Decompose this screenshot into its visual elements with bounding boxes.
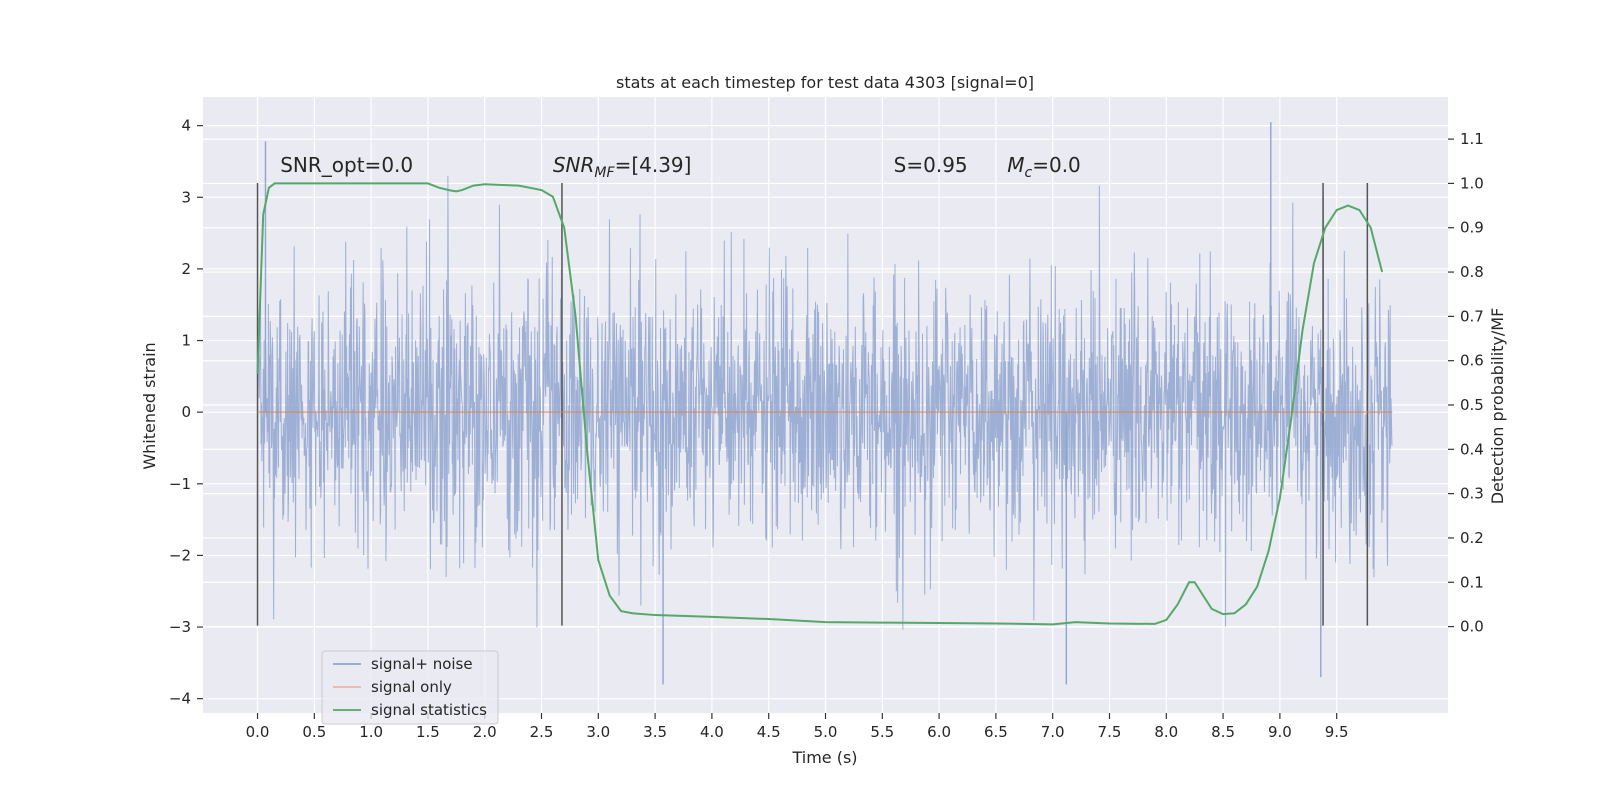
vertical-markers: [256, 182, 1369, 626]
y-right-tick-label: 0.1: [1460, 573, 1484, 591]
y-right-tick-label: 0.5: [1460, 396, 1484, 414]
annotation-main: M: [1007, 153, 1024, 177]
y-left-tick-label: 4: [181, 117, 191, 135]
x-tick-label: 3.5: [643, 723, 667, 741]
annotation-value: =0.0: [1032, 153, 1081, 177]
x-tick-label: 0.0: [246, 723, 270, 741]
signal-statistics-line: [256, 182, 1384, 626]
y-left-tick-label: −1: [169, 475, 191, 493]
y-left-tick-label: 2: [181, 260, 191, 278]
y-right-tick-label: 1.0: [1460, 174, 1484, 192]
y-left-tick-label: 3: [181, 188, 191, 206]
annotation-subscript: c: [1025, 165, 1033, 181]
y-axis-left-ticks: −4 −3 −2 −1 0 1 2 3 4: [169, 117, 203, 708]
y-left-tick-label: −3: [169, 618, 191, 636]
x-tick-label: 2.5: [530, 723, 554, 741]
annotation-text: Mc=0.0: [1007, 153, 1081, 181]
x-tick-label: 8.5: [1211, 723, 1235, 741]
x-tick-label: 7.0: [1041, 723, 1065, 741]
annotation-value: =[4.39]: [615, 153, 692, 177]
annotation-text: S=0.95: [894, 153, 968, 177]
y-right-tick-label: 0.3: [1460, 485, 1484, 503]
signal-plus-noise-series: [257, 122, 1393, 685]
y-right-tick-label: 0.2: [1460, 529, 1484, 547]
x-tick-label: 5.0: [814, 723, 838, 741]
y-right-tick-label: 1.1: [1460, 130, 1484, 148]
x-tick-label: 9.5: [1325, 723, 1349, 741]
annotation-text: SNR_opt=0.0: [280, 153, 413, 177]
y-right-tick-label: 0.6: [1460, 352, 1484, 370]
annotation-main: SNR: [553, 153, 595, 177]
x-tick-label: 1.5: [416, 723, 440, 741]
legend: signal+ noise signal only signal statist…: [321, 650, 499, 725]
x-tick-label: 6.5: [984, 723, 1008, 741]
y-right-tick-label: 0.7: [1460, 307, 1484, 325]
y-axis-right-ticks: 0.0 0.1 0.2 0.3 0.4 0.5 0.6 0.7 0.8 0.9 1.0 1.1: [1448, 130, 1484, 636]
y-right-tick-label: 0.4: [1460, 440, 1484, 458]
y-left-tick-label: 0: [181, 403, 191, 421]
x-tick-label: 4.0: [700, 723, 724, 741]
x-tick-label: 6.0: [927, 723, 951, 741]
signal-statistics-series: [256, 182, 1384, 626]
x-tick-label: 2.0: [473, 723, 497, 741]
annotation-subscript: MF: [594, 165, 615, 181]
legend-label-signal-plus-noise: signal+ noise: [371, 655, 473, 673]
x-tick-label: 9.0: [1268, 723, 1292, 741]
x-tick-label: 0.5: [302, 723, 326, 741]
x-tick-label: 8.0: [1154, 723, 1178, 741]
legend-label-signal-only: signal only: [371, 678, 452, 696]
annotations: SNR_opt=0.0 SNRMF=[4.39] S=0.95 Mc=0.0: [280, 153, 1081, 181]
x-axis-label: Time (s): [791, 748, 857, 767]
legend-box: [321, 650, 499, 725]
x-tick-label: 1.0: [359, 723, 383, 741]
chart-title: stats at each timestep for test data 430…: [616, 73, 1034, 92]
x-axis-ticks: 0.0 0.5 1.0 1.5 2.0 2.5 3.0 3.5 4.0 4.5 5.0 5.5 6.0 6…: [246, 713, 1349, 741]
y-axis-right-label: Detection probability/MF: [1488, 308, 1507, 505]
x-tick-label: 3.0: [586, 723, 610, 741]
y-right-tick-label: 0.8: [1460, 263, 1484, 281]
x-tick-label: 5.5: [870, 723, 894, 741]
signal-plus-noise-line: [257, 175, 1393, 630]
y-left-tick-label: −2: [169, 546, 191, 564]
legend-label-signal-statistics: signal statistics: [371, 701, 487, 719]
y-right-tick-label: 0.0: [1460, 618, 1484, 636]
y-left-tick-label: 1: [181, 332, 191, 350]
y-left-tick-label: −4: [169, 690, 191, 708]
y-right-tick-label: 0.9: [1460, 219, 1484, 237]
annotation-text: SNRMF=[4.39]: [553, 153, 692, 181]
x-tick-label: 7.5: [1098, 723, 1122, 741]
y-axis-left-label: Whitened strain: [140, 342, 159, 469]
x-tick-label: 4.5: [757, 723, 781, 741]
